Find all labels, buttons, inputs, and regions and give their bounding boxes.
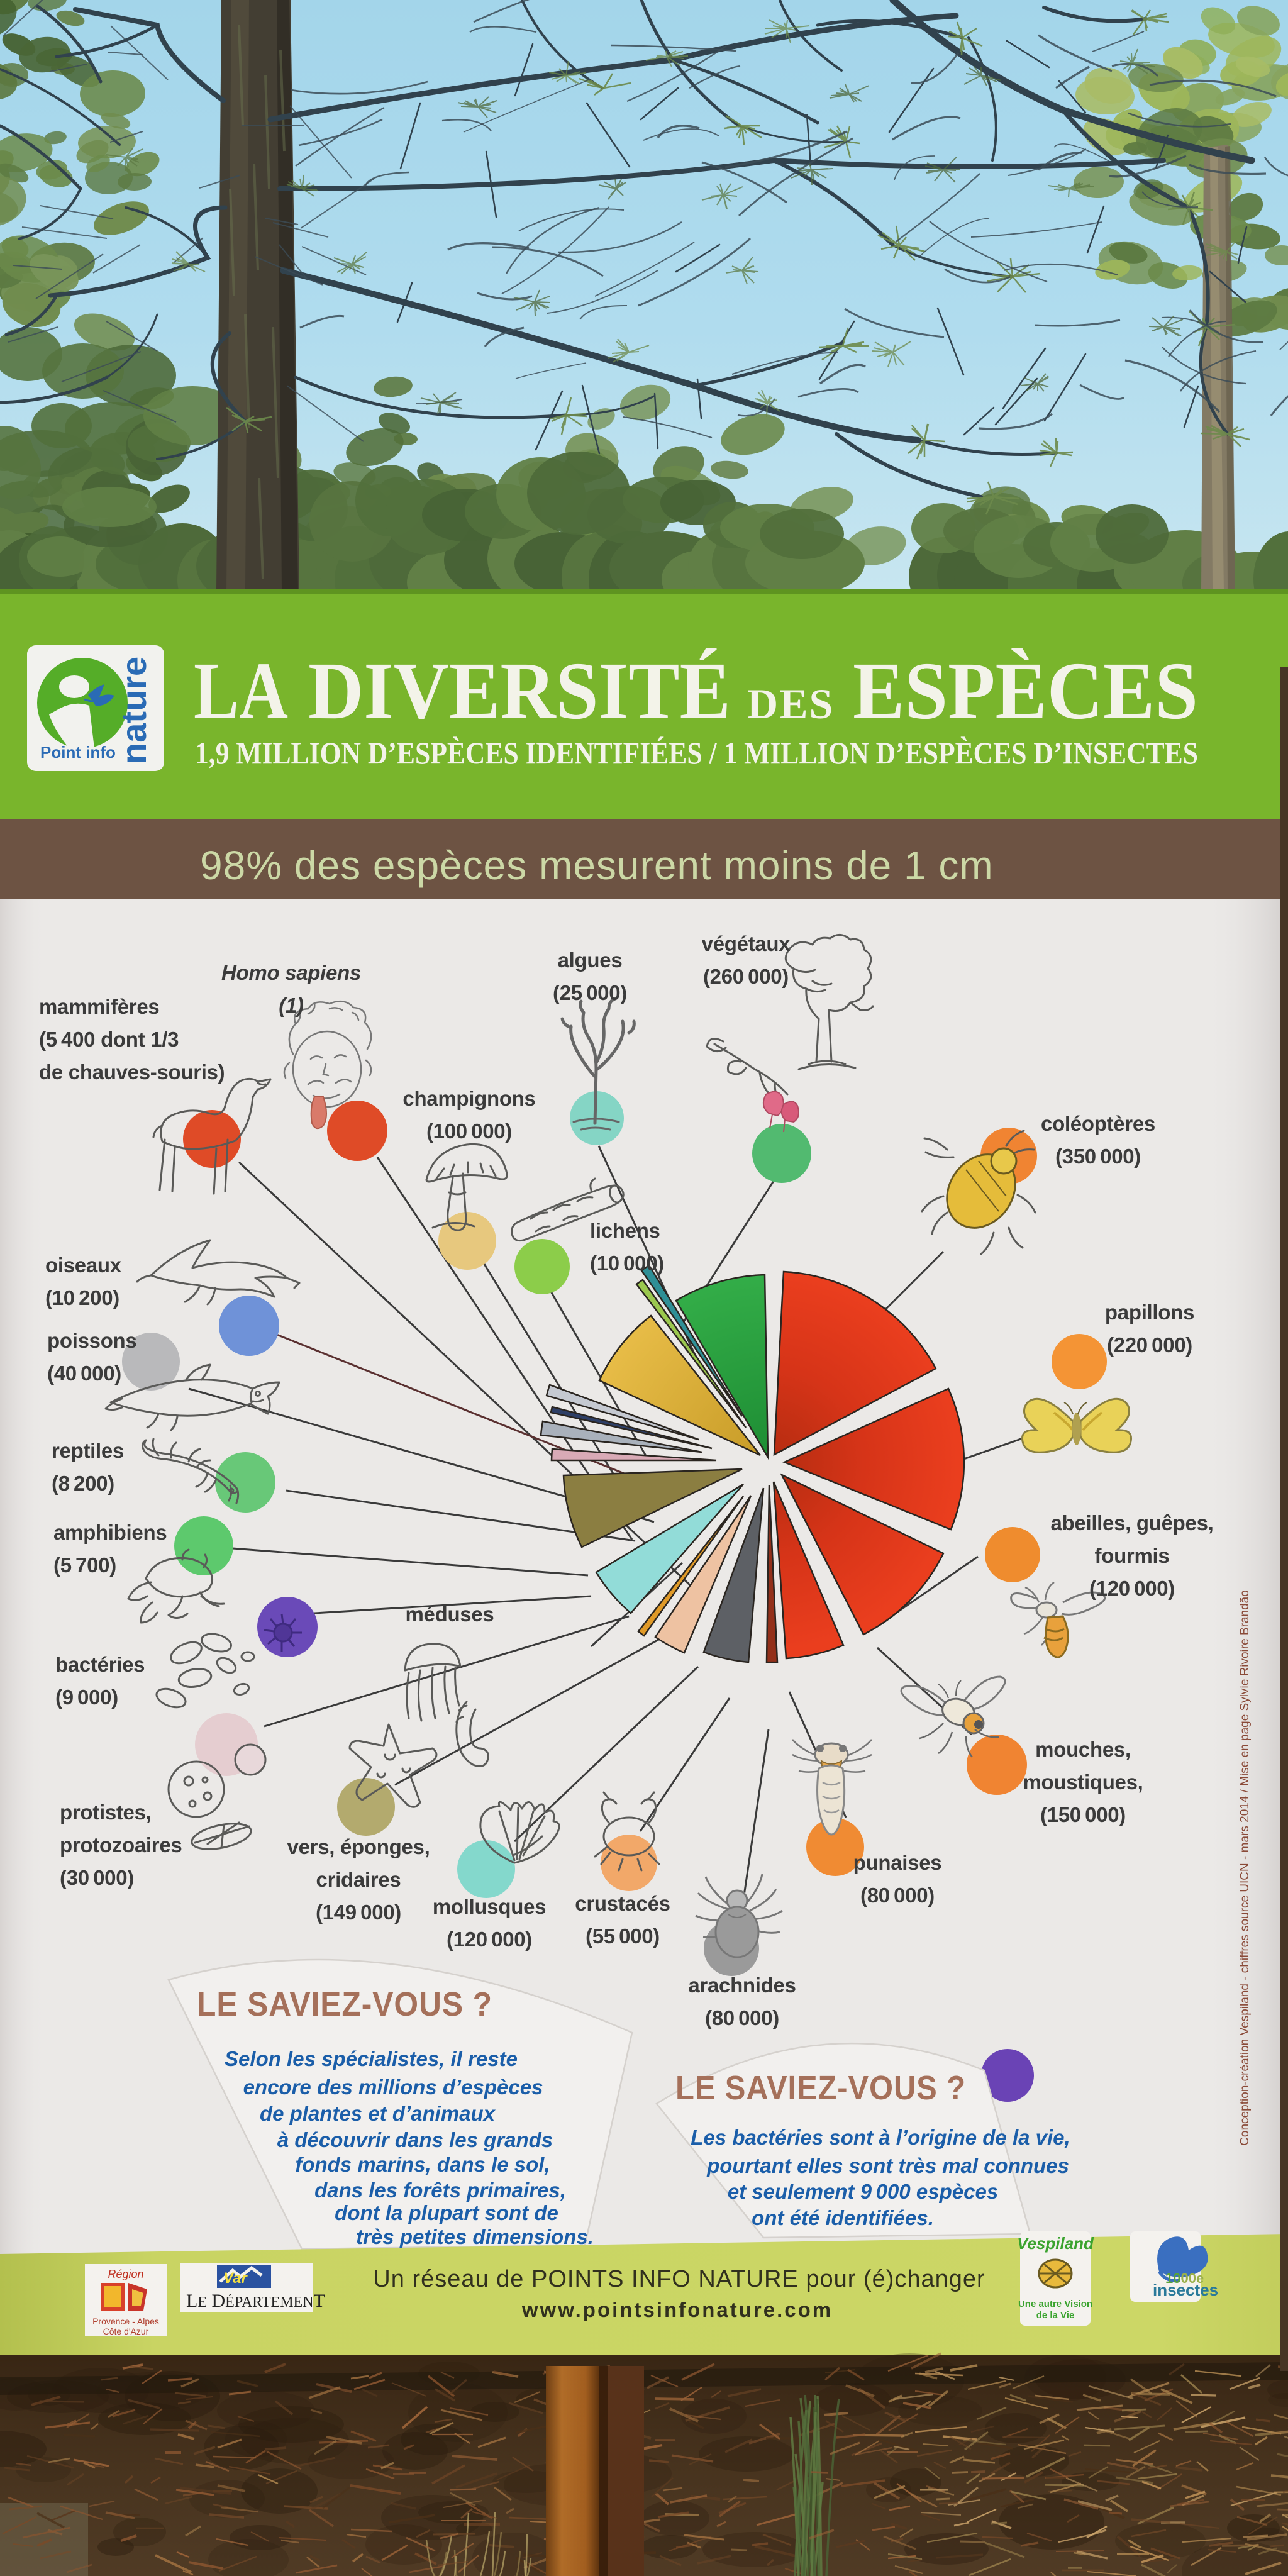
svg-text:protozoaires: protozoaires [60, 1833, 182, 1857]
svg-text:ESPÈCES: ESPÈCES [853, 646, 1198, 736]
svg-text:(120 000): (120 000) [1089, 1577, 1175, 1600]
svg-text:(8 200): (8 200) [52, 1472, 114, 1495]
svg-text:DIVERSITÉ: DIVERSITÉ [308, 646, 731, 736]
svg-text:(350 000): (350 000) [1055, 1145, 1141, 1168]
svg-text:Point info: Point info [40, 743, 116, 762]
svg-text:(9 000): (9 000) [55, 1685, 118, 1709]
svg-text:(5 700): (5 700) [53, 1553, 116, 1577]
svg-text:LA: LA [194, 646, 288, 736]
svg-text:de plantes et d’animaux: de plantes et d’animaux [260, 2102, 496, 2125]
svg-text:Provence - Alpes: Provence - Alpes [92, 2316, 159, 2326]
svg-text:algues: algues [558, 948, 623, 972]
svg-text:(80 000): (80 000) [705, 2006, 779, 2029]
svg-text:vers, éponges,: vers, éponges, [287, 1835, 430, 1858]
svg-text:(220 000): (220 000) [1107, 1333, 1192, 1357]
svg-text:fonds marins, dans le sol,: fonds marins, dans le sol, [295, 2153, 550, 2176]
svg-text:(5 400 dont 1/3: (5 400 dont 1/3 [39, 1028, 179, 1051]
svg-text:Un réseau de POINTS INFO NATUR: Un réseau de POINTS INFO NATURE pour (é)… [373, 2266, 985, 2292]
svg-text:mouches,: mouches, [1035, 1738, 1131, 1761]
svg-text:pourtant elles sont très mal c: pourtant elles sont très mal connues [706, 2154, 1069, 2177]
svg-text:(150 000): (150 000) [1040, 1803, 1126, 1826]
svg-text:DES: DES [747, 680, 834, 728]
svg-text:(30 000): (30 000) [60, 1866, 134, 1889]
svg-text:(40 000): (40 000) [47, 1362, 121, 1385]
svg-text:dont la plupart sont de: dont la plupart sont de [335, 2201, 558, 2224]
svg-text:insectes: insectes [1153, 2280, 1218, 2299]
svg-text:Côte d'Azur: Côte d'Azur [103, 2326, 149, 2336]
svg-text:(100 000): (100 000) [426, 1119, 512, 1143]
svg-text:abeilles, guêpes,: abeilles, guêpes, [1050, 1511, 1213, 1535]
svg-text:Vespiland: Vespiland [1017, 2234, 1094, 2253]
svg-text:champignons: champignons [402, 1087, 535, 1110]
svg-text:(55 000): (55 000) [586, 1924, 660, 1948]
svg-text:de chauves-souris): de chauves-souris) [39, 1060, 225, 1084]
svg-text:www.pointsinfonature.com: www.pointsinfonature.com [521, 2298, 833, 2321]
svg-text:LE SAVIEZ-VOUS ?: LE SAVIEZ-VOUS ? [675, 2069, 966, 2107]
svg-text:dans les forêts primaires,: dans les forêts primaires, [314, 2179, 566, 2202]
svg-text:(149 000): (149 000) [316, 1901, 401, 1924]
svg-text:reptiles: reptiles [52, 1439, 124, 1462]
svg-text:Selon les spécialistes, il res: Selon les spécialistes, il reste [225, 2047, 518, 2070]
svg-text:98% des espèces mesurent moins: 98% des espèces mesurent moins de 1 cm [200, 843, 994, 888]
svg-text:(1): (1) [279, 994, 304, 1017]
svg-text:Homo sapiens: Homo sapiens [221, 961, 361, 984]
svg-text:(25 000): (25 000) [553, 981, 627, 1004]
svg-text:nature: nature [114, 657, 153, 764]
svg-text:ont été identifiées.: ont été identifiées. [752, 2206, 934, 2229]
svg-text:Var: Var [223, 2270, 248, 2287]
svg-text:(10 200): (10 200) [45, 1286, 119, 1309]
svg-text:encore des millions d’espèces: encore des millions d’espèces [243, 2075, 543, 2099]
svg-text:arachnides: arachnides [688, 1974, 796, 1997]
svg-text:Conception-création Vespiland: Conception-création Vespiland - chiffres… [1238, 1590, 1252, 2146]
svg-text:poissons: poissons [47, 1329, 136, 1352]
svg-text:végétaux: végétaux [702, 932, 791, 955]
svg-text:punaises: punaises [853, 1851, 942, 1874]
svg-text:Région: Région [108, 2268, 143, 2280]
svg-text:papillons: papillons [1105, 1301, 1194, 1324]
svg-text:amphibiens: amphibiens [53, 1521, 167, 1544]
svg-text:mammifères: mammifères [39, 995, 159, 1018]
svg-text:coléoptères: coléoptères [1041, 1112, 1155, 1135]
svg-text:fourmis: fourmis [1095, 1544, 1170, 1567]
svg-text:LE SAVIEZ-VOUS ?: LE SAVIEZ-VOUS ? [197, 1985, 492, 2023]
svg-text:et seulement 9 000 espèces: et seulement 9 000 espèces [728, 2180, 998, 2203]
svg-text:(10 000): (10 000) [590, 1252, 664, 1275]
svg-text:LE DÉPARTEMENT: LE DÉPARTEMENT [186, 2290, 325, 2311]
svg-text:à découvrir dans les grands: à découvrir dans les grands [277, 2128, 553, 2151]
svg-text:protistes,: protistes, [60, 1801, 152, 1824]
svg-text:(260 000): (260 000) [703, 965, 789, 988]
svg-text:bactéries: bactéries [55, 1653, 145, 1676]
svg-text:1000e: 1000e [1165, 2270, 1204, 2286]
svg-text:mollusques: mollusques [433, 1895, 546, 1918]
svg-text:méduses: méduses [406, 1602, 494, 1626]
svg-text:crustacés: crustacés [575, 1892, 670, 1915]
svg-text:très petites dimensions.: très petites dimensions. [356, 2225, 594, 2248]
svg-text:moustiques,: moustiques, [1023, 1770, 1143, 1794]
svg-text:Une autre Vision: Une autre Vision [1018, 2299, 1092, 2309]
svg-text:(120 000): (120 000) [447, 1928, 532, 1951]
svg-text:oiseaux: oiseaux [45, 1253, 122, 1277]
svg-text:Les bactéries sont à l’origine: Les bactéries sont à l’origine de la vie… [691, 2126, 1070, 2149]
svg-text:(80 000): (80 000) [860, 1884, 935, 1907]
svg-text:de la Vie: de la Vie [1036, 2310, 1075, 2321]
svg-text:cridaires: cridaires [316, 1868, 401, 1891]
svg-text:1,9 MILLION D’ESPÈCES IDENTIFI: 1,9 MILLION D’ESPÈCES IDENTIFIÉES / 1 MI… [195, 735, 1198, 770]
svg-text:lichens: lichens [590, 1219, 660, 1242]
